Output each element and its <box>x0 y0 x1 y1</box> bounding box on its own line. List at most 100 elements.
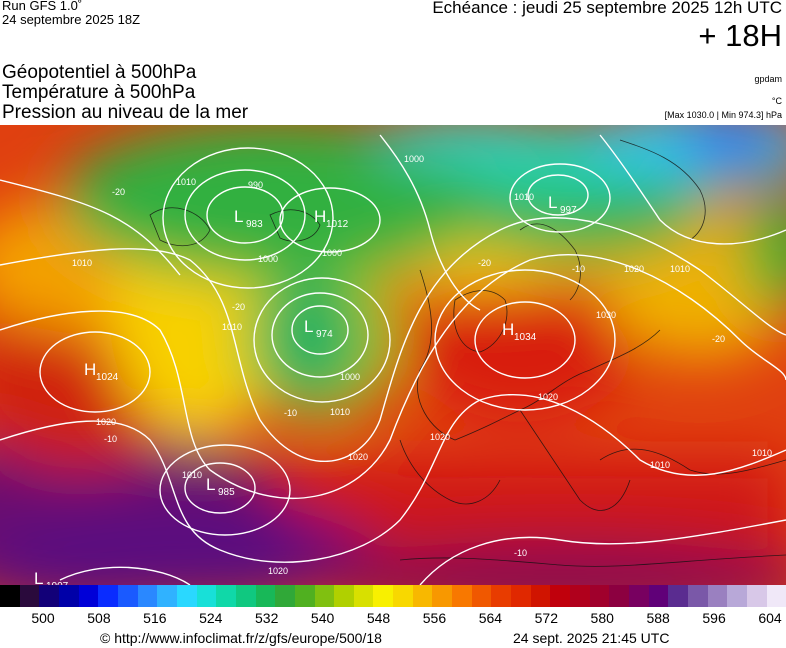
system-letter: L <box>304 317 313 336</box>
isobar-label: 1000 <box>404 154 424 164</box>
isobar-label: 1020 <box>624 264 644 274</box>
run-date: 24 septembre 2025 18Z <box>2 12 141 27</box>
scale-tick-label: 556 <box>422 610 447 626</box>
scale-swatch <box>19 585 40 607</box>
system-pressure-value: 1012 <box>326 219 349 230</box>
scale-swatch <box>0 585 20 607</box>
system-pressure-value: 983 <box>246 219 263 230</box>
temperature-label: -10 <box>514 548 527 558</box>
scale-swatch <box>334 585 354 607</box>
scale-tick-label: 500 <box>31 610 55 626</box>
scale-swatch <box>432 585 453 607</box>
isobar-label: 1000 <box>322 248 342 258</box>
scale-tick-label: 508 <box>87 610 111 626</box>
scale-swatch <box>78 585 99 607</box>
high-pressure-center: H 1034 <box>502 320 537 343</box>
scale-swatch <box>216 585 236 607</box>
scale-swatch <box>137 585 158 607</box>
scale-swatch <box>117 585 138 607</box>
scale-swatch <box>255 585 276 607</box>
low-pressure-center: L 983 <box>234 207 263 230</box>
isobar-label: 1020 <box>348 452 368 462</box>
system-letter: H <box>84 360 96 379</box>
scale-swatch <box>570 585 590 607</box>
isobar-label: 1010 <box>176 177 196 187</box>
scale-tick-label: 524 <box>199 610 223 626</box>
temperature-labels: -20 -20 -10 -20 -10 -20 -10 -10 <box>104 187 725 558</box>
temperature-label: -20 <box>112 187 125 197</box>
scale-swatch <box>353 585 374 607</box>
geopotential-field <box>0 125 786 585</box>
low-pressure-center: L 974 <box>304 317 333 340</box>
scale-swatch <box>687 585 708 607</box>
scale-swatch <box>746 585 767 607</box>
system-pressure-value: 1007 <box>46 581 69 585</box>
system-letter: H <box>314 207 326 226</box>
low-pressure-center: L 997 <box>548 193 577 216</box>
low-pressure-center: L1007 <box>34 569 69 585</box>
scale-swatch <box>511 585 531 607</box>
scale-swatch <box>491 585 512 607</box>
scale-swatch <box>452 585 472 607</box>
isobars <box>0 134 786 585</box>
scale-swatch <box>314 585 335 607</box>
isobar-label: 1010 <box>650 460 670 470</box>
scale-swatch <box>589 585 610 607</box>
system-pressure-value: 1034 <box>514 332 537 343</box>
forecast-map: 1010 1020 1010 1020 1000 1000 1010 1000 1020 1010… <box>0 125 786 585</box>
scale-swatch <box>294 585 315 607</box>
scale-tick-label: 532 <box>255 610 279 626</box>
run-label: Run GFS 1.0˚ <box>2 0 83 13</box>
pressure-systems: L983H1012L997L974H1034H1024L985L1007 <box>34 193 577 585</box>
high-pressure-center: H 1024 <box>84 360 119 383</box>
scale-swatch <box>176 585 197 607</box>
scale-tick-label: 596 <box>702 610 726 626</box>
isobar-label: 1020 <box>96 417 116 427</box>
scale-swatch <box>471 585 492 607</box>
system-letter: L <box>34 569 43 585</box>
scale-swatch <box>766 585 786 607</box>
scale-swatch <box>157 585 177 607</box>
isobar-label: 1000 <box>340 372 360 382</box>
isobar-label: 1010 <box>222 322 242 332</box>
system-pressure-value: 997 <box>560 205 577 216</box>
scale-swatch <box>648 585 669 607</box>
system-letter: L <box>206 475 215 494</box>
scale-swatch <box>550 585 571 607</box>
unit-temperature: °C <box>771 96 782 106</box>
isobar-label: 1010 <box>514 192 534 202</box>
isobar-label: 1010 <box>670 264 690 274</box>
scale-tick-label: 516 <box>143 610 167 626</box>
scale-swatch <box>58 585 79 607</box>
color-scale-bar <box>0 585 786 607</box>
scale-swatch <box>235 585 256 607</box>
source-credit: © http://www.infoclimat.fr/z/gfs/europe/… <box>100 630 382 646</box>
scale-swatch <box>707 585 728 607</box>
temperature-label: -10 <box>284 408 297 418</box>
forecast-valid-time: Echéance : jeudi 25 septembre 2025 12h U… <box>432 0 782 17</box>
isobar-label: 1020 <box>430 432 450 442</box>
isobar-label: 1010 <box>752 448 772 458</box>
system-letter: L <box>234 207 243 226</box>
title-pressure: Pression au niveau de la mer <box>2 102 249 123</box>
temperature-label: -20 <box>478 258 491 268</box>
unit-geopotential: gpdam <box>754 74 782 84</box>
isobar-label: 990 <box>248 180 263 190</box>
isobar-label: 1030 <box>596 310 616 320</box>
isobar-label: 1020 <box>538 392 558 402</box>
scale-swatch <box>39 585 59 607</box>
scale-swatch <box>668 585 688 607</box>
temperature-label: -10 <box>572 264 585 274</box>
scale-swatch <box>393 585 413 607</box>
scale-swatch <box>412 585 433 607</box>
temperature-label: -20 <box>712 334 725 344</box>
system-letter: H <box>502 320 514 339</box>
scale-swatch <box>196 585 217 607</box>
scale-tick-label: 548 <box>366 610 391 626</box>
system-pressure-value: 985 <box>218 487 235 498</box>
pressure-range: [Max 1030.0 | Min 974.3] hPa <box>664 110 782 120</box>
scale-tick-label: 580 <box>590 610 614 626</box>
scale-swatch <box>727 585 747 607</box>
system-pressure-value: 1024 <box>96 372 119 383</box>
system-pressure-value: 974 <box>316 329 333 340</box>
